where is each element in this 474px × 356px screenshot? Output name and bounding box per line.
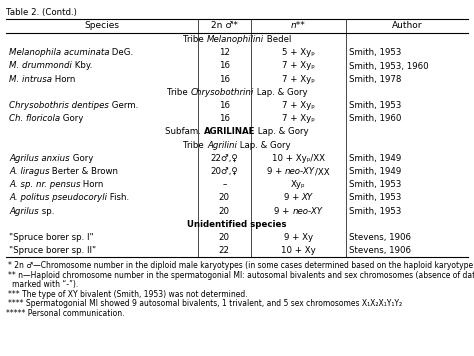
Text: 20: 20 bbox=[219, 207, 230, 216]
Text: Chrysobothrini: Chrysobothrini bbox=[191, 88, 254, 97]
Text: Berter & Brown: Berter & Brown bbox=[49, 167, 118, 176]
Text: Lap. & Gory: Lap. & Gory bbox=[255, 127, 309, 136]
Text: Agrilus: Agrilus bbox=[9, 207, 38, 216]
Text: Smith, 1953: Smith, 1953 bbox=[348, 180, 401, 189]
Text: Lap. & Gory: Lap. & Gory bbox=[254, 88, 307, 97]
Text: Chrysobothris dentipes: Chrysobothris dentipes bbox=[9, 101, 109, 110]
Text: 10 + Xyₚ/XX: 10 + Xyₚ/XX bbox=[272, 154, 325, 163]
Text: Smith, 1953: Smith, 1953 bbox=[348, 101, 401, 110]
Text: DeG.: DeG. bbox=[109, 48, 134, 57]
Text: Smith, 1953, 1960: Smith, 1953, 1960 bbox=[348, 62, 428, 70]
Text: "Spruce borer sp. I": "Spruce borer sp. I" bbox=[9, 233, 94, 242]
Text: Bedel: Bedel bbox=[264, 35, 291, 44]
Text: Stevens, 1906: Stevens, 1906 bbox=[348, 233, 410, 242]
Text: XY: XY bbox=[302, 194, 313, 203]
Text: Agrilus anxius: Agrilus anxius bbox=[9, 154, 70, 163]
Text: Tribe: Tribe bbox=[167, 88, 191, 97]
Text: 9 +: 9 + bbox=[274, 207, 292, 216]
Text: –: – bbox=[222, 180, 227, 189]
Text: ***** Personal communication.: ***** Personal communication. bbox=[6, 309, 125, 318]
Text: Horn: Horn bbox=[81, 180, 104, 189]
Text: Fish.: Fish. bbox=[107, 194, 129, 203]
Text: Unidentified species: Unidentified species bbox=[187, 220, 287, 229]
Text: * 2n ♂—Chromosome number in the diploid male karyotypes (in some cases determine: * 2n ♂—Chromosome number in the diploid … bbox=[8, 261, 474, 271]
Text: 9 + Xy: 9 + Xy bbox=[283, 233, 313, 242]
Text: neo-XY: neo-XY bbox=[292, 207, 322, 216]
Text: Smith, 1953: Smith, 1953 bbox=[348, 48, 401, 57]
Text: Horn: Horn bbox=[52, 75, 75, 84]
Text: Ch. floricola: Ch. floricola bbox=[9, 114, 60, 123]
Text: 7 + Xyₚ: 7 + Xyₚ bbox=[282, 75, 315, 84]
Text: *** The type of XY bivalent (Smith, 1953) was not determined.: *** The type of XY bivalent (Smith, 1953… bbox=[8, 290, 247, 299]
Text: sp.: sp. bbox=[38, 207, 54, 216]
Text: Lap. & Gory: Lap. & Gory bbox=[237, 141, 291, 150]
Text: 9 +: 9 + bbox=[267, 167, 285, 176]
Text: Kby.: Kby. bbox=[72, 62, 92, 70]
Text: 7 + Xyₚ: 7 + Xyₚ bbox=[282, 114, 315, 123]
Text: Tribe: Tribe bbox=[183, 141, 207, 150]
Text: "Spruce borer sp. II": "Spruce borer sp. II" bbox=[9, 246, 96, 255]
Text: **** Spermatogonial MI showed 9 autosomal bivalents, 1 trivalent, and 5 sex chro: **** Spermatogonial MI showed 9 autosoma… bbox=[8, 299, 402, 308]
Text: Subfam.: Subfam. bbox=[165, 127, 204, 136]
Text: 9 +: 9 + bbox=[283, 194, 302, 203]
Text: M. drummondi: M. drummondi bbox=[9, 62, 72, 70]
Text: Agrilini: Agrilini bbox=[207, 141, 237, 150]
Text: 16: 16 bbox=[219, 75, 230, 84]
Text: 22: 22 bbox=[219, 246, 230, 255]
Text: 10 + Xy: 10 + Xy bbox=[281, 246, 316, 255]
Text: Smith, 1953: Smith, 1953 bbox=[348, 194, 401, 203]
Text: 12: 12 bbox=[219, 48, 230, 57]
Text: Smith, 1949: Smith, 1949 bbox=[348, 167, 401, 176]
Text: 22♂,♀: 22♂,♀ bbox=[210, 154, 238, 163]
Text: Author: Author bbox=[392, 21, 422, 31]
Text: Tribe: Tribe bbox=[183, 35, 207, 44]
Text: 16: 16 bbox=[219, 62, 230, 70]
Text: 7 + Xyₚ: 7 + Xyₚ bbox=[282, 101, 315, 110]
Text: Xyₚ: Xyₚ bbox=[291, 180, 306, 189]
Text: ** n—Haploid chromosome number in the spermatogonial MI: autosomal bivalents and: ** n—Haploid chromosome number in the sp… bbox=[8, 271, 474, 280]
Text: Table 2. (Contd.): Table 2. (Contd.) bbox=[6, 8, 77, 17]
Text: Smith, 1953: Smith, 1953 bbox=[348, 207, 401, 216]
Text: Gory: Gory bbox=[70, 154, 93, 163]
Text: Germ.: Germ. bbox=[109, 101, 138, 110]
Text: Melanophilini: Melanophilini bbox=[207, 35, 264, 44]
Text: A. liragus: A. liragus bbox=[9, 167, 49, 176]
Text: Stevens, 1906: Stevens, 1906 bbox=[348, 246, 410, 255]
Text: Smith, 1960: Smith, 1960 bbox=[348, 114, 401, 123]
Text: M. intrusa: M. intrusa bbox=[9, 75, 52, 84]
Text: Smith, 1949: Smith, 1949 bbox=[348, 154, 401, 163]
Text: A. sp. nr. pensus: A. sp. nr. pensus bbox=[9, 180, 81, 189]
Text: /XX: /XX bbox=[315, 167, 329, 176]
Text: Gory: Gory bbox=[60, 114, 83, 123]
Text: 20: 20 bbox=[219, 233, 230, 242]
Text: 5 + Xyₚ: 5 + Xyₚ bbox=[282, 48, 315, 57]
Text: A. politus pseudocoryli: A. politus pseudocoryli bbox=[9, 194, 107, 203]
Text: 16: 16 bbox=[219, 101, 230, 110]
Text: 7 + Xyₚ: 7 + Xyₚ bbox=[282, 62, 315, 70]
Text: Smith, 1978: Smith, 1978 bbox=[348, 75, 401, 84]
Text: Species: Species bbox=[84, 21, 119, 31]
Text: neo-XY: neo-XY bbox=[285, 167, 315, 176]
Text: AGRILINAE: AGRILINAE bbox=[204, 127, 255, 136]
Text: n**: n** bbox=[291, 21, 306, 31]
Text: marked with “-”).: marked with “-”). bbox=[12, 281, 78, 289]
Text: 16: 16 bbox=[219, 114, 230, 123]
Text: Melanophila acuminata: Melanophila acuminata bbox=[9, 48, 109, 57]
Text: 2n ♂*: 2n ♂* bbox=[211, 21, 238, 31]
Text: 20♂,♀: 20♂,♀ bbox=[210, 167, 238, 176]
Text: 20: 20 bbox=[219, 194, 230, 203]
